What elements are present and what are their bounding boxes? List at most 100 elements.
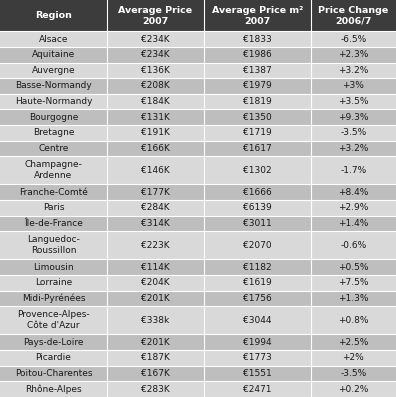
Text: €204K: €204K [141,278,170,287]
Text: €1986: €1986 [243,50,272,59]
Bar [0,94,396,110]
Text: +8.4%: +8.4% [338,188,369,197]
Text: +0.2%: +0.2% [338,385,369,394]
Text: Bourgogne: Bourgogne [29,113,78,122]
Text: €177K: €177K [141,188,170,197]
Bar [0,231,396,260]
Text: €201K: €201K [141,294,170,303]
Text: +3.5%: +3.5% [338,97,369,106]
Text: +2.9%: +2.9% [338,203,369,212]
Text: €1387: €1387 [243,66,272,75]
Text: €187K: €187K [141,353,170,362]
Text: €1979: €1979 [243,81,272,91]
Text: €1994: €1994 [243,338,272,347]
Text: -3.5%: -3.5% [340,369,367,378]
Text: Pays-de-Loire: Pays-de-Loire [23,338,84,347]
Text: €1182: €1182 [243,263,272,272]
Bar [0,335,396,350]
Text: €1302: €1302 [243,166,272,175]
Text: Provence-Alpes-
Côte d'Azur: Provence-Alpes- Côte d'Azur [17,310,90,330]
Text: Region: Region [35,11,72,20]
Text: +2%: +2% [343,353,364,362]
Bar [0,156,396,185]
Text: +0.8%: +0.8% [338,316,369,325]
Bar [0,125,396,141]
Text: €283K: €283K [141,385,170,394]
Text: Centre: Centre [38,144,69,153]
Text: €223K: €223K [141,241,170,250]
Text: +2.3%: +2.3% [338,50,369,59]
Text: -6.5%: -6.5% [340,35,367,44]
Text: €191K: €191K [141,128,170,137]
Text: €1551: €1551 [243,369,272,378]
Text: Rhône-Alpes: Rhône-Alpes [25,384,82,394]
Text: €1619: €1619 [243,278,272,287]
Bar [0,260,396,275]
Text: €201K: €201K [141,338,170,347]
Text: Price Change
2006/7: Price Change 2006/7 [318,6,388,26]
Text: Picardie: Picardie [36,353,71,362]
Text: €3011: €3011 [243,219,272,228]
Text: +1.4%: +1.4% [338,219,369,228]
Text: €338k: €338k [141,316,169,325]
Text: Average Price
2007: Average Price 2007 [118,6,192,26]
Text: €1756: €1756 [243,294,272,303]
Text: Midi-Pyrénées: Midi-Pyrénées [22,294,85,303]
Bar [0,216,396,231]
Text: Languedoc-
Roussillon: Languedoc- Roussillon [27,235,80,255]
Bar [0,275,396,291]
Text: -3.5%: -3.5% [340,128,367,137]
Bar [0,0,396,31]
Bar [0,141,396,156]
Text: Limousin: Limousin [33,263,74,272]
Text: Basse-Normandy: Basse-Normandy [15,81,92,91]
Text: €1773: €1773 [243,353,272,362]
Bar [0,78,396,94]
Text: €314K: €314K [141,219,170,228]
Text: €114K: €114K [141,263,170,272]
Text: Haute-Normandy: Haute-Normandy [15,97,92,106]
Bar [0,200,396,216]
Text: €136K: €136K [141,66,170,75]
Text: €166K: €166K [141,144,170,153]
Text: €184K: €184K [141,97,170,106]
Text: Franche-Comté: Franche-Comté [19,188,88,197]
Text: Aquitaine: Aquitaine [32,50,75,59]
Text: €131K: €131K [141,113,170,122]
Text: €1719: €1719 [243,128,272,137]
Text: €234K: €234K [141,50,170,59]
Text: Champagne-
Ardenne: Champagne- Ardenne [25,160,82,180]
Text: €2471: €2471 [243,385,272,394]
Text: Bretagne: Bretagne [33,128,74,137]
Text: €6139: €6139 [243,203,272,212]
Text: €1350: €1350 [243,113,272,122]
Text: €1819: €1819 [243,97,272,106]
Text: +2.5%: +2.5% [338,338,369,347]
Bar [0,306,396,335]
Bar [0,31,396,47]
Text: €284K: €284K [141,203,170,212]
Text: -0.6%: -0.6% [340,241,367,250]
Text: €1833: €1833 [243,35,272,44]
Bar [0,291,396,306]
Text: +3.2%: +3.2% [338,66,369,75]
Text: €146K: €146K [141,166,170,175]
Bar [0,382,396,397]
Text: +1.3%: +1.3% [338,294,369,303]
Text: +7.5%: +7.5% [338,278,369,287]
Text: Paris: Paris [43,203,64,212]
Text: Poitou-Charentes: Poitou-Charentes [15,369,92,378]
Text: +9.3%: +9.3% [338,113,369,122]
Bar [0,350,396,366]
Text: +0.5%: +0.5% [338,263,369,272]
Bar [0,110,396,125]
Text: Auvergne: Auvergne [32,66,75,75]
Bar [0,366,396,382]
Bar [0,62,396,78]
Text: €208K: €208K [141,81,170,91]
Text: €2070: €2070 [243,241,272,250]
Text: +3%: +3% [343,81,364,91]
Text: -1.7%: -1.7% [340,166,367,175]
Bar [0,47,396,62]
Text: Île-de-France: Île-de-France [24,219,83,228]
